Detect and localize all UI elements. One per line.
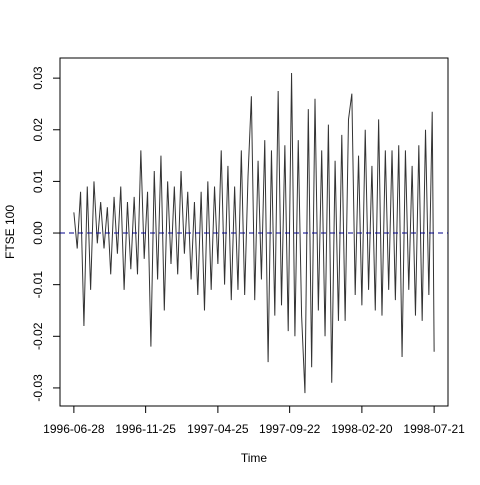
y-tick-label: -0.03	[31, 374, 45, 402]
y-tick-label: 0.01	[31, 169, 45, 193]
series-line	[73, 72, 435, 394]
x-tick-label: 1997-04-25	[187, 422, 249, 436]
x-tick-label: 1996-06-28	[43, 422, 105, 436]
x-tick-label: 1996-11-25	[115, 422, 176, 436]
y-tick-label: 0.03	[31, 66, 45, 90]
x-axis-label: Time	[241, 451, 268, 465]
y-tick-label: -0.01	[31, 271, 45, 299]
y-tick-label: -0.02	[31, 322, 45, 350]
y-tick-label: 0.02	[31, 118, 45, 142]
y-axis-label: FTSE 100	[3, 205, 17, 259]
y-tick-label: 0.00	[31, 221, 45, 245]
x-tick-label: 1998-07-21	[403, 422, 465, 436]
x-tick-label: 1998-02-20	[331, 422, 393, 436]
x-tick-label: 1997-09-22	[259, 422, 321, 436]
